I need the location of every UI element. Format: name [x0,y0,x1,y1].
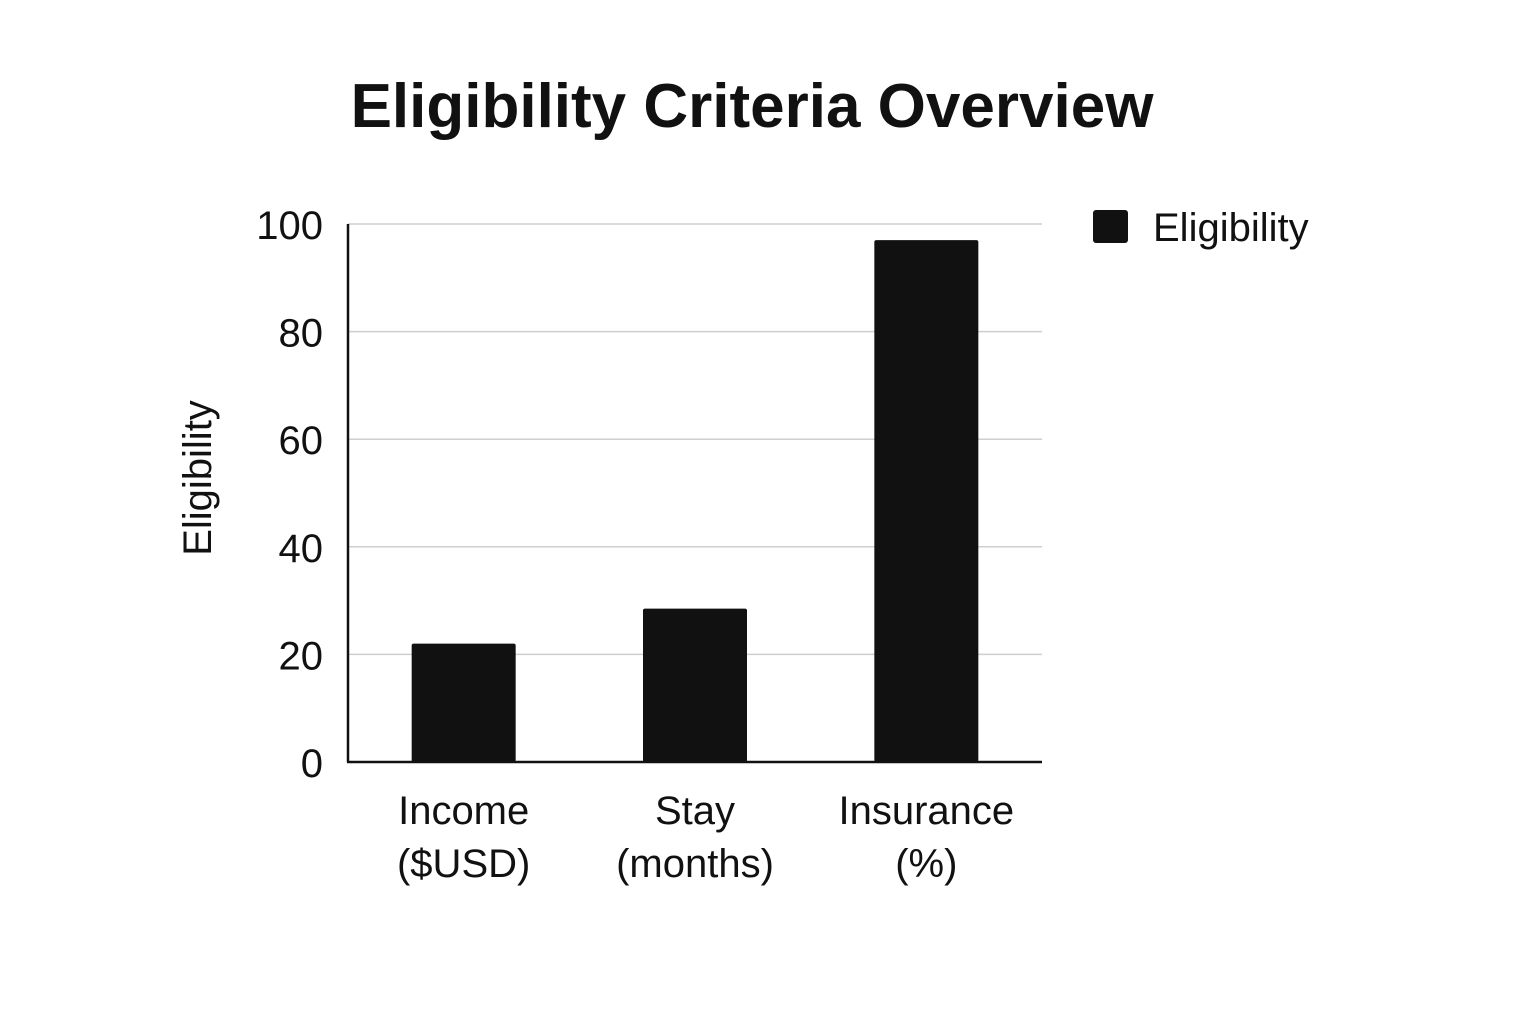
y-tick-label: 100 [256,204,323,248]
y-tick-label: 0 [301,742,323,786]
bar-income [411,643,516,762]
y-tick-label: 80 [279,312,324,356]
bars [411,240,979,762]
x-tick-label: Stay [655,789,735,833]
y-tick-label: 40 [279,527,324,571]
y-axis-label: Eligibility [176,400,220,556]
x-tick-label: ($USD) [397,842,530,886]
y-tick-labels: 0 20 40 60 80 100 [256,204,323,786]
x-tick-label: Insurance [838,789,1014,833]
chart-title: Eligibility Criteria Overview [351,72,1155,141]
y-tick-label: 20 [279,634,324,678]
x-tick-label: (months) [616,842,774,886]
bar-insurance [874,240,979,762]
x-tick-labels: Income ($USD) Stay (months) Insurance (%) [397,789,1014,886]
axes [346,224,1042,764]
x-tick-label: (%) [895,842,957,886]
legend-swatch-eligibility [1093,210,1128,243]
y-tick-label: 60 [279,419,324,463]
x-tick-label: Income [398,789,529,833]
bar-stay [643,608,747,762]
legend-label-eligibility: Eligibility [1153,206,1309,250]
legend: Eligibility [1093,206,1309,250]
